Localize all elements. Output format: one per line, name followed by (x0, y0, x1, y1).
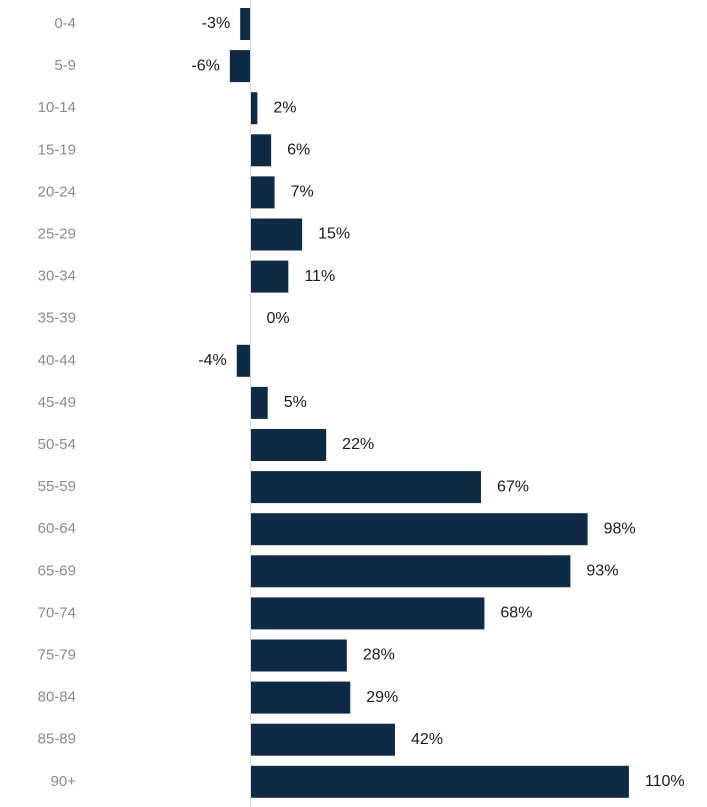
category-label: 15-19 (38, 141, 76, 158)
data-label: 68% (500, 605, 532, 622)
data-label: 11% (304, 268, 335, 285)
category-label: 25-29 (38, 225, 76, 242)
bar (250, 555, 571, 588)
data-label: 15% (318, 226, 350, 243)
data-label: -4% (198, 352, 226, 369)
bar (250, 92, 258, 125)
bar (250, 681, 351, 714)
category-label: 35-39 (38, 310, 76, 327)
data-label: -3% (202, 15, 230, 32)
category-label: 20-24 (38, 183, 76, 200)
bar (250, 218, 303, 251)
category-label: 75-79 (38, 646, 76, 663)
data-label: 7% (291, 184, 314, 201)
category-label: 70-74 (38, 604, 76, 621)
data-label: 2% (273, 99, 296, 116)
data-label: 28% (363, 647, 395, 664)
data-label: 6% (287, 142, 310, 159)
category-label: 40-44 (38, 352, 76, 369)
bar (250, 176, 275, 209)
data-label: 93% (586, 563, 618, 580)
category-label: 90+ (51, 773, 77, 790)
data-label: 0% (267, 310, 290, 327)
category-label: 30-34 (38, 268, 76, 285)
category-label: 50-54 (38, 436, 76, 453)
category-label: 80-84 (38, 689, 76, 706)
bar (250, 639, 347, 672)
data-labels-group: -3% -6% 2% 6% 7% 15% 11% 0% -4% 5% 22% 67% 98% 93% 68%… (191, 15, 684, 790)
data-label: 29% (366, 689, 398, 706)
category-label: 85-89 (38, 731, 76, 748)
bar (250, 471, 481, 504)
bar (250, 723, 395, 756)
category-label: 5-9 (54, 57, 76, 74)
data-label: 98% (604, 520, 636, 537)
bar (250, 386, 268, 419)
bar (250, 260, 289, 293)
data-label: 42% (411, 731, 443, 748)
data-label: 67% (497, 478, 529, 495)
bar (250, 765, 629, 798)
category-label: 55-59 (38, 478, 76, 495)
data-label: 110% (645, 773, 685, 790)
bar (250, 513, 588, 546)
bar (250, 134, 272, 167)
data-label: -6% (191, 57, 219, 74)
bar (229, 50, 251, 83)
bar (250, 597, 485, 630)
bar (236, 344, 251, 377)
category-label: 65-69 (38, 562, 76, 579)
bars-group (229, 8, 629, 798)
bar (240, 8, 251, 40)
category-axis-labels: 0-4 5-9 10-14 15-19 20-24 25-29 30-34 35-39 40-4… (38, 15, 77, 790)
data-label: 22% (342, 436, 374, 453)
bar (250, 429, 327, 461)
category-label: 10-14 (38, 99, 76, 116)
category-label: 45-49 (38, 394, 76, 411)
category-label: 0-4 (54, 15, 76, 32)
category-label: 60-64 (38, 520, 76, 537)
data-label: 5% (284, 394, 307, 411)
